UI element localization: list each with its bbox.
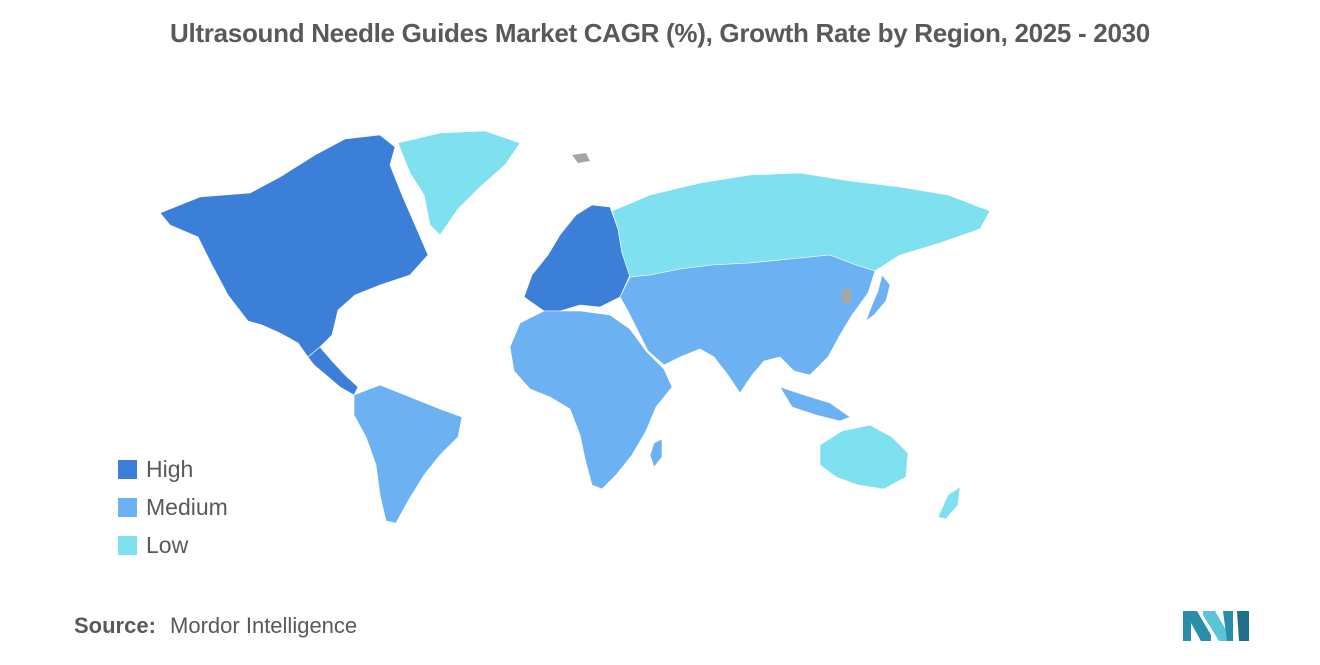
legend-swatch-high [118, 459, 137, 479]
source-note: Source: Mordor Intelligence [74, 613, 357, 639]
region-africa [509, 310, 673, 490]
region-europe [523, 204, 631, 312]
region-no-data-svalbard [572, 153, 590, 163]
legend-swatch-medium [118, 497, 137, 517]
page-title: Ultrasound Needle Guides Market CAGR (%)… [170, 18, 1150, 48]
world-map [140, 125, 1020, 535]
region-southeast-asia-islands [779, 386, 851, 422]
legend-item-low: Low [118, 526, 228, 564]
region-greenland [397, 130, 521, 236]
mordor-intelligence-logo-icon [1183, 605, 1249, 641]
source-value: Mordor Intelligence [170, 613, 358, 638]
region-madagascar [649, 438, 663, 468]
source-label: Source: [74, 613, 156, 638]
legend-label: Medium [146, 493, 228, 520]
region-north-america [159, 134, 429, 358]
region-australia [819, 424, 909, 490]
region-asia [619, 254, 876, 394]
region-new-zealand [937, 486, 961, 520]
legend-item-medium: Medium [118, 488, 228, 526]
legend-swatch-low [118, 535, 137, 555]
legend-label: High [146, 455, 194, 482]
legend-item-high: High [118, 450, 228, 488]
region-no-data-korea [840, 287, 852, 305]
region-central-america [307, 346, 359, 396]
region-japan [865, 274, 891, 322]
region-south-america [353, 384, 463, 524]
legend-label: Low [146, 531, 189, 558]
legend: High Medium Low [118, 450, 228, 564]
